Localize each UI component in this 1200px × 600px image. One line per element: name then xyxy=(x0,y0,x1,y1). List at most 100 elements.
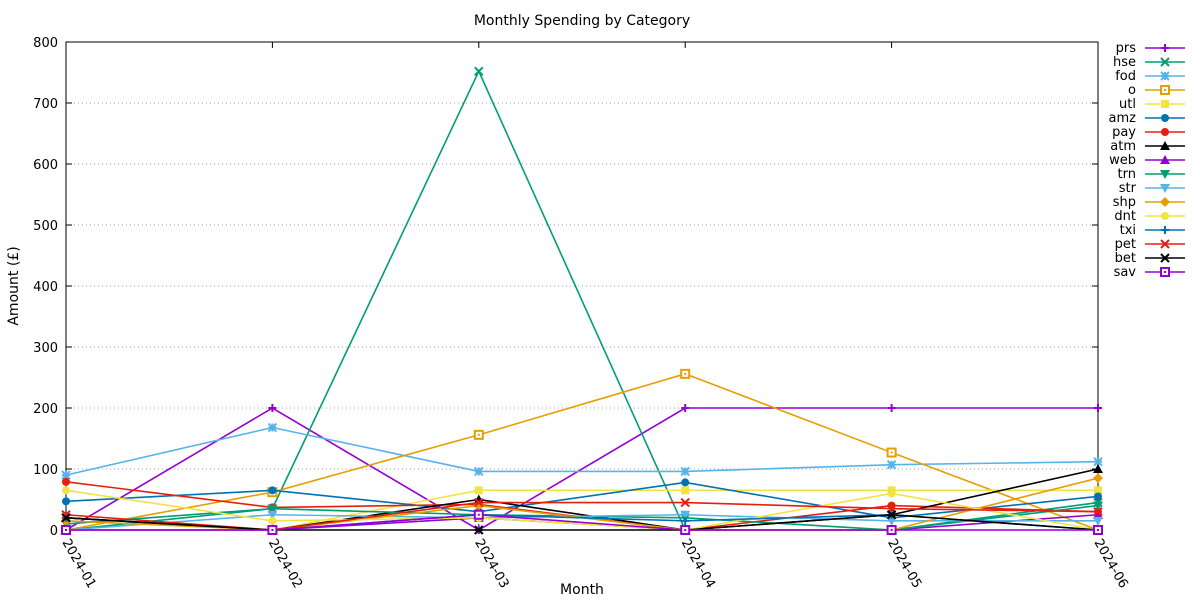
legend-label: shp xyxy=(1113,195,1136,210)
data-point-shp xyxy=(1093,473,1103,484)
y-tick-label: 700 xyxy=(33,97,58,112)
data-point-bet xyxy=(61,513,71,523)
series-fod xyxy=(61,422,1103,480)
data-point-fod xyxy=(886,460,897,470)
legend-marker-txi xyxy=(1161,226,1169,234)
legend-marker-amz xyxy=(1161,114,1169,122)
legend-marker-fod xyxy=(1160,71,1170,81)
x-tick-label: 2024-06 xyxy=(1091,537,1131,592)
data-point-fod xyxy=(61,470,71,480)
legend-item-fod: fod xyxy=(1115,69,1185,84)
data-point-str xyxy=(1093,516,1103,526)
legend-item-utl: utl xyxy=(1119,97,1185,112)
series-lines xyxy=(61,66,1103,535)
data-point-txi xyxy=(681,516,690,525)
x-tick-label: 2024-04 xyxy=(678,537,718,592)
data-point-pet xyxy=(680,497,690,508)
legend-item-bet: bet xyxy=(1115,251,1185,266)
legend-marker-str xyxy=(1160,184,1170,193)
data-point-prs xyxy=(268,404,277,412)
legend-label: str xyxy=(1119,181,1137,196)
series-line-hse xyxy=(65,69,1099,531)
legend-item-hse: hse xyxy=(1113,55,1185,70)
data-point-sav-center xyxy=(890,529,893,531)
data-point-utl xyxy=(474,486,483,495)
data-point-fod xyxy=(474,466,484,477)
y-tick-label: 0 xyxy=(50,524,58,539)
legend-item-txi: txi xyxy=(1120,223,1185,238)
series-line-o xyxy=(65,372,1099,531)
series-line-prs xyxy=(65,407,1098,531)
data-point-o-center xyxy=(684,372,687,375)
legend-label: txi xyxy=(1120,223,1136,238)
data-point-prs xyxy=(1094,404,1102,412)
data-point-pet xyxy=(474,497,484,508)
data-point-atm xyxy=(1093,464,1103,473)
legend-label: o xyxy=(1128,83,1136,98)
legend-item-o: o xyxy=(1128,83,1185,98)
y-tick-label: 200 xyxy=(33,402,58,417)
y-tick-label: 500 xyxy=(33,219,58,234)
legend-marker-prs xyxy=(1161,44,1169,52)
x-axis-label: Month xyxy=(560,582,604,598)
legend-item-atm: atm xyxy=(1110,139,1185,154)
legend-label: sav xyxy=(1114,265,1137,280)
series-line-sav xyxy=(66,513,1098,531)
y-axis-label: Amount (£) xyxy=(6,246,22,325)
data-point-trn xyxy=(1093,501,1103,511)
data-point-pet xyxy=(1093,506,1103,517)
chart-title: Monthly Spending by Category xyxy=(474,13,690,29)
legend-marker-shp xyxy=(1160,197,1170,207)
legend-marker-sav-center xyxy=(1164,271,1166,273)
legend-label: bet xyxy=(1115,251,1136,266)
data-point-amz xyxy=(681,478,690,487)
gridlines xyxy=(66,102,1098,470)
legend-marker-hse xyxy=(1160,57,1170,67)
legend-item-shp: shp xyxy=(1113,195,1185,210)
data-point-web xyxy=(1093,509,1103,519)
data-point-o-center xyxy=(890,451,893,454)
series-line-amz xyxy=(65,481,1099,519)
legend-marker-web xyxy=(1160,155,1170,164)
x-tick-label: 2024-01 xyxy=(59,537,99,592)
legend-label: web xyxy=(1109,153,1136,168)
y-tick-label: 100 xyxy=(33,463,58,478)
y-axis-ticks: 0 100 200 300 400 500 600 700 800 xyxy=(33,36,1098,539)
series-line-fod xyxy=(65,426,1099,476)
legend-item-prs: prs xyxy=(1116,41,1185,56)
data-point-str xyxy=(267,510,278,520)
y-tick-label: 300 xyxy=(33,341,58,356)
legend-label: pay xyxy=(1112,125,1136,140)
data-point-sav-center xyxy=(684,529,687,531)
data-point-o-center xyxy=(477,433,480,436)
x-tick-label: 2024-05 xyxy=(884,537,924,592)
legend-label: fod xyxy=(1115,69,1136,84)
x-tick-label: 2024-03 xyxy=(471,537,511,592)
data-point-bet xyxy=(886,510,897,520)
data-point-sav-center xyxy=(65,529,67,531)
data-point-amz xyxy=(1094,492,1102,501)
series-line-dnt xyxy=(65,489,1099,531)
legend-item-pet: pet xyxy=(1115,237,1185,252)
data-point-str xyxy=(680,510,691,520)
legend-marker-pay xyxy=(1161,128,1169,136)
data-point-sav-center xyxy=(477,513,480,516)
series-line-bet xyxy=(65,513,1099,531)
data-point-dnt xyxy=(62,486,70,495)
legend-label: atm xyxy=(1110,139,1136,154)
data-point-str xyxy=(886,516,897,526)
legend-item-str: str xyxy=(1119,181,1185,196)
series-sav xyxy=(61,509,1103,535)
legend-item-amz: amz xyxy=(1109,111,1185,126)
data-point-sav-center xyxy=(1097,529,1099,531)
legend-label: trn xyxy=(1118,167,1136,182)
data-point-utl xyxy=(1094,486,1102,495)
legend-item-sav: sav xyxy=(1114,265,1185,280)
legend-marker-utl xyxy=(1161,100,1169,108)
data-point-pay xyxy=(62,477,70,486)
legend-item-web: web xyxy=(1109,153,1185,168)
data-point-hse xyxy=(474,66,484,76)
data-point-fod xyxy=(1093,456,1103,467)
legend-item-trn: trn xyxy=(1118,167,1185,182)
legend-label: dnt xyxy=(1114,209,1136,224)
